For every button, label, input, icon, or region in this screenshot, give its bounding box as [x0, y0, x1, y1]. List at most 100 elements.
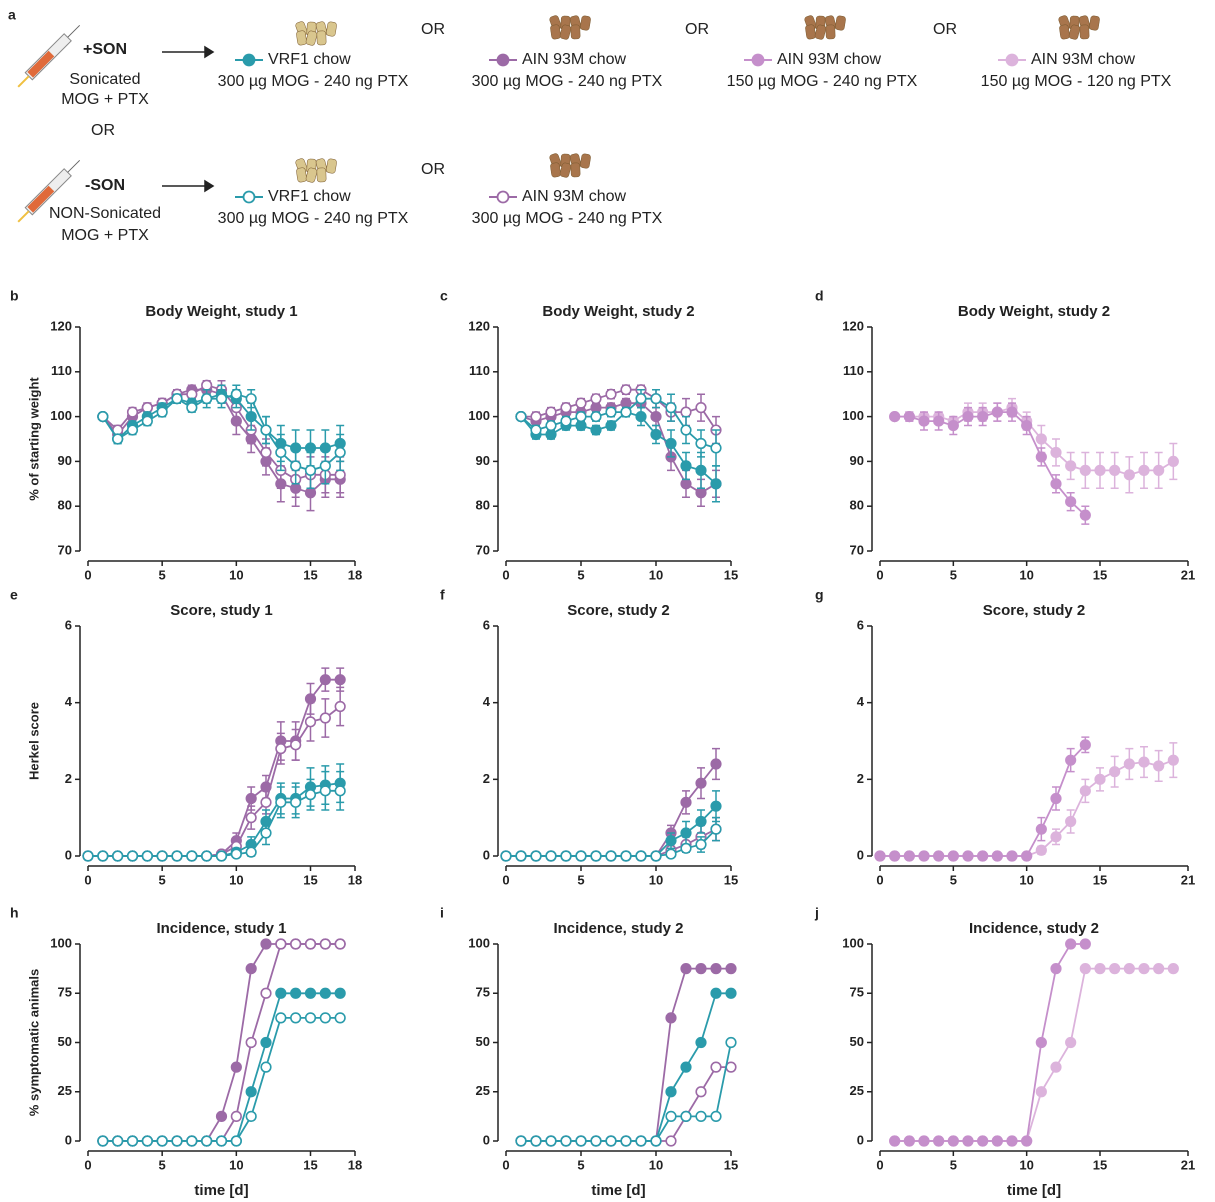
y-tick-label: 25: [476, 1083, 490, 1098]
chart-title: Score, study 1: [170, 602, 273, 619]
data-point: [98, 412, 108, 422]
panel-label: i: [440, 905, 444, 921]
data-point: [113, 434, 123, 444]
y-tick-label: 25: [58, 1083, 72, 1098]
y-tick-label: 100: [50, 408, 72, 423]
data-point: [621, 407, 631, 417]
data-point: [1037, 1038, 1047, 1048]
x-tick-label: 15: [303, 872, 317, 887]
data-point: [591, 394, 601, 404]
data-point: [291, 461, 301, 471]
data-point: [978, 412, 988, 422]
data-point: [232, 389, 242, 399]
data-point: [172, 851, 182, 861]
data-point: [1007, 1136, 1017, 1146]
data-point: [696, 1087, 706, 1097]
data-point: [726, 964, 736, 974]
data-point: [246, 794, 256, 804]
legend-dose: 300 µg MOG - 240 ng PTX: [218, 73, 409, 90]
panel-label: d: [815, 288, 824, 304]
data-point: [1110, 767, 1120, 777]
y-tick-label: 90: [476, 453, 490, 468]
data-point: [306, 466, 316, 476]
data-point: [98, 1136, 108, 1146]
data-point: [890, 412, 900, 422]
data-point: [276, 1013, 286, 1023]
data-point: [202, 1136, 212, 1146]
data-point: [113, 851, 123, 861]
data-point: [651, 1136, 661, 1146]
data-point: [621, 851, 631, 861]
group-text: Sonicated: [69, 71, 140, 88]
legend-marker: [498, 192, 509, 203]
x-tick-label: 15: [1093, 872, 1107, 887]
data-point: [291, 1013, 301, 1023]
chow-pellet: [296, 167, 307, 182]
data-point: [516, 851, 526, 861]
data-point: [905, 1136, 915, 1146]
chow-pellet: [1080, 25, 1089, 39]
chow-pellet: [550, 162, 561, 177]
chow-pellet: [571, 25, 580, 39]
data-point: [516, 1136, 526, 1146]
data-point: [711, 1112, 721, 1122]
y-tick-label: 0: [483, 847, 490, 862]
data-point: [321, 786, 331, 796]
y-tick-label: 6: [65, 617, 72, 632]
data-point: [1051, 479, 1061, 489]
data-point: [978, 1136, 988, 1146]
legend-dose: 300 µg MOG - 240 ng PTX: [218, 210, 409, 227]
data-point: [726, 1062, 736, 1072]
data-point: [591, 1136, 601, 1146]
data-point: [246, 847, 256, 857]
data-point: [636, 412, 646, 422]
data-point: [1081, 466, 1091, 476]
y-tick-label: 80: [58, 498, 72, 513]
data-point: [711, 1062, 721, 1072]
data-point: [321, 675, 331, 685]
data-point: [246, 412, 256, 422]
data-point: [516, 412, 526, 422]
x-tick-label: 0: [876, 567, 883, 582]
y-tick-label: 70: [476, 542, 490, 557]
data-point: [1139, 466, 1149, 476]
chow-pellet: [317, 168, 326, 182]
x-tick-label: 0: [876, 872, 883, 887]
data-point: [666, 836, 676, 846]
legend-name: AIN 93M chow: [1031, 51, 1135, 68]
data-point: [666, 1136, 676, 1146]
data-point: [157, 407, 167, 417]
chart-title: Body Weight, study 2: [542, 303, 694, 320]
legend-dose: 150 µg MOG - 120 ng PTX: [981, 73, 1172, 90]
y-tick-label: 80: [476, 498, 490, 513]
data-point: [666, 1013, 676, 1023]
x-tick-label: 10: [649, 872, 663, 887]
data-point: [576, 398, 586, 408]
data-point: [246, 1038, 256, 1048]
data-point: [651, 851, 661, 861]
data-point: [606, 389, 616, 399]
x-tick-label: 0: [502, 1157, 509, 1172]
legend-marker: [1007, 55, 1018, 66]
data-point: [501, 851, 511, 861]
data-point: [246, 964, 256, 974]
x-tick-label: 5: [950, 1157, 957, 1172]
y-tick-label: 100: [468, 408, 490, 423]
data-point: [666, 403, 676, 413]
or-label: OR: [91, 122, 115, 139]
chow-pellet: [571, 163, 580, 177]
data-point: [934, 416, 944, 426]
data-point: [606, 421, 616, 431]
data-point: [1007, 851, 1017, 861]
data-point: [963, 1136, 973, 1146]
data-point: [276, 744, 286, 754]
y-tick-label: 120: [50, 318, 72, 333]
data-point: [576, 412, 586, 422]
data-point: [291, 939, 301, 949]
x-tick-label: 0: [84, 1157, 91, 1172]
data-point: [666, 1112, 676, 1122]
data-point: [711, 443, 721, 453]
y-tick-label: 2: [857, 771, 864, 786]
x-tick-label: 15: [303, 1157, 317, 1172]
data-point: [291, 988, 301, 998]
